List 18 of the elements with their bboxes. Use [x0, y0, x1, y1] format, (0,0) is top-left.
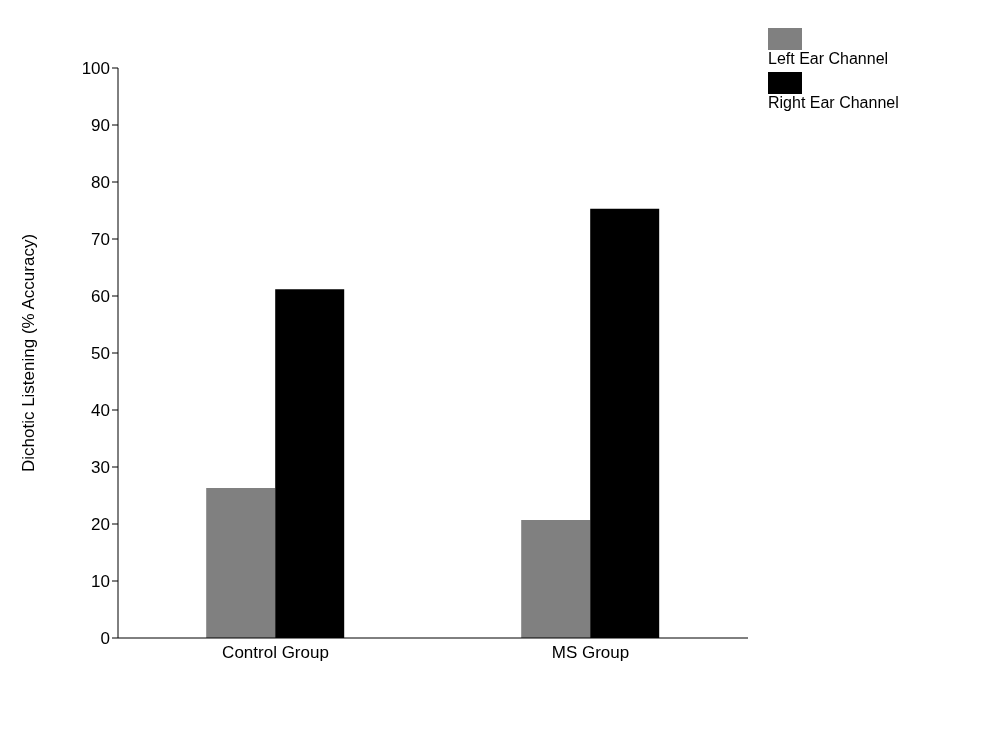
y-tick-label: 50 — [91, 344, 110, 364]
y-axis-title: Dichotic Listening (% Accuracy) — [19, 233, 39, 473]
y-tick-label: 10 — [91, 572, 110, 592]
y-tick-label: 20 — [91, 515, 110, 535]
y-tick-label: 70 — [91, 230, 110, 250]
legend-label: Right Ear Channel — [768, 94, 899, 112]
y-tick-label: 0 — [100, 629, 110, 649]
bar — [206, 488, 276, 638]
y-tick-label: 40 — [91, 401, 110, 421]
y-tick-label: 80 — [91, 173, 110, 193]
x-tick-label: MS Group — [551, 643, 630, 663]
y-tick-label: 90 — [91, 116, 110, 136]
legend-label: Left Ear Channel — [768, 50, 890, 68]
y-tick-label: 100 — [81, 59, 110, 79]
x-tick-label: Control Group — [222, 643, 329, 663]
y-tick-label: 60 — [91, 287, 110, 307]
bar — [521, 520, 591, 638]
y-tick-label: 30 — [91, 458, 110, 478]
